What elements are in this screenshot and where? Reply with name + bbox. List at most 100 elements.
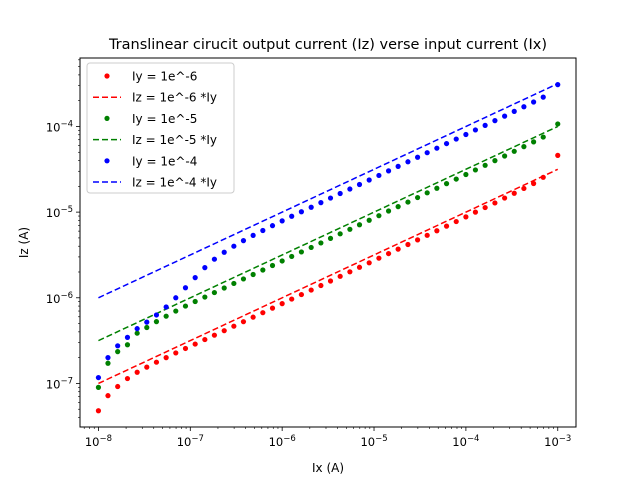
series-2-point: [192, 298, 198, 305]
series-4-point: [502, 113, 508, 119]
series-4-point: [492, 118, 498, 124]
series-2-point: [424, 190, 430, 196]
y-tick-label: 10−7: [46, 376, 73, 391]
series-0-point: [434, 228, 440, 234]
series-4-point: [124, 334, 131, 340]
series-0-point: [395, 246, 401, 252]
legend-label: Iy = 1e^-5: [132, 112, 197, 126]
series-0-point: [405, 241, 411, 248]
series-2-point: [95, 384, 102, 390]
series-2-point: [327, 235, 334, 241]
x-tick-base: 10: [177, 435, 192, 449]
series-0-point: [414, 237, 421, 243]
series-2-point: [279, 258, 285, 264]
series-2-point: [182, 303, 189, 309]
x-tick-label: 10−5: [360, 434, 387, 449]
series-4-point: [153, 312, 160, 318]
series-0-point: [318, 282, 324, 289]
y-tick-exponent: −7: [60, 376, 73, 386]
x-tick-base: 10: [360, 435, 375, 449]
y-tick-exponent: −4: [60, 119, 73, 129]
x-tick-base: 10: [85, 435, 100, 449]
legend-label: Iy = 1e^-6: [132, 70, 197, 84]
series-4-point: [453, 136, 459, 142]
series-4-point: [511, 108, 517, 114]
legend-frame: [86, 62, 235, 194]
series-2-point: [298, 249, 305, 255]
x-tick-base: 10: [269, 435, 284, 449]
series-0-point: [521, 185, 527, 192]
series-1-fit-line: [98, 168, 559, 385]
series-4-point: [531, 99, 537, 105]
series-2-point: [395, 204, 401, 210]
series-2-point: [250, 271, 256, 278]
series-4-point: [211, 256, 218, 262]
series-2-point: [124, 342, 131, 348]
series-2-point: [521, 144, 527, 150]
series-0-point: [163, 355, 169, 361]
series-2-point: [453, 176, 459, 182]
series-4-point: [279, 218, 285, 224]
series-2-point: [318, 240, 324, 246]
series-0-point: [492, 200, 498, 206]
series-0-point: [221, 328, 227, 334]
series-0-point: [182, 345, 189, 352]
series-4-point: [521, 104, 527, 110]
series-0-point: [202, 336, 208, 343]
series-2-point: [153, 319, 160, 325]
x-tick-label: 10−6: [269, 434, 296, 449]
series-4-point: [308, 204, 314, 210]
series-0-point: [124, 375, 131, 382]
legend-label: Iz = 1e^-4 *Iy: [132, 176, 217, 190]
legend-label: Iz = 1e^-5 *Iy: [132, 133, 217, 147]
series-0-point: [134, 369, 140, 375]
series-0-point: [327, 278, 334, 284]
series-0-point: [308, 287, 314, 293]
series-4-point: [463, 131, 469, 138]
x-axis-label: Ix (A): [312, 461, 344, 475]
legend-point-swatch: [104, 158, 110, 164]
series-2-point: [134, 330, 140, 336]
series-0-point: [356, 264, 363, 270]
series-0-point: [555, 152, 561, 158]
series-2-point: [202, 294, 208, 300]
series-0-point: [250, 314, 256, 320]
series-4-point: [424, 150, 430, 156]
series-2-point: [540, 134, 546, 140]
series-2-point: [221, 285, 227, 291]
x-tick-exponent: −8: [99, 434, 112, 444]
y-tick-base: 10: [46, 292, 61, 306]
series-4-point: [434, 145, 440, 151]
series-4-point: [472, 127, 479, 133]
x-tick-base: 10: [452, 435, 467, 449]
series-4-point: [347, 186, 353, 192]
series-4-point: [337, 190, 343, 197]
legend-point-swatch: [104, 115, 110, 121]
x-tick-exponent: −5: [375, 434, 388, 444]
series-0-point: [240, 319, 247, 325]
series-2-point: [366, 217, 372, 223]
x-tick-label: 10−3: [544, 434, 571, 449]
series-2-point: [502, 153, 508, 159]
series-0-point: [443, 223, 450, 229]
y-tick-exponent: −5: [60, 205, 73, 215]
series-2-point: [289, 253, 295, 260]
series-3-fit-line: [98, 125, 559, 342]
series-2-point: [231, 280, 237, 287]
x-tick-label: 10−7: [177, 434, 204, 449]
series-2-point: [163, 313, 169, 319]
series-0-point: [424, 232, 430, 238]
series-4-point: [405, 159, 411, 165]
series-0-point: [231, 323, 237, 329]
series-2-point: [105, 360, 111, 366]
y-tick-label: 10−6: [46, 291, 73, 306]
series-4-point: [182, 285, 189, 291]
y-tick-base: 10: [46, 120, 61, 134]
series-2-point: [492, 158, 498, 164]
series-4-point: [385, 168, 392, 174]
series-2-point: [356, 222, 363, 228]
series-0-point: [376, 255, 382, 261]
series-2-point: [144, 324, 150, 331]
series-0-point: [531, 180, 537, 187]
